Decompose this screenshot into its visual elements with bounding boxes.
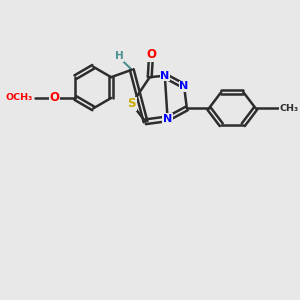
Text: N: N [163,114,172,124]
Text: S: S [128,98,136,110]
Text: N: N [179,81,189,91]
Text: CH₃: CH₃ [279,104,298,113]
Text: O: O [146,48,156,62]
Text: O: O [50,92,60,104]
Text: OCH₃: OCH₃ [5,94,33,103]
Text: H: H [115,51,124,62]
Text: N: N [160,71,170,81]
